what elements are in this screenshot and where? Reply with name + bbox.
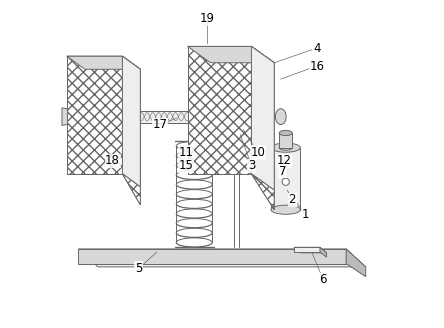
Text: 7: 7 (279, 165, 286, 178)
Polygon shape (346, 249, 366, 277)
Ellipse shape (271, 143, 301, 152)
Text: 10: 10 (250, 146, 266, 159)
Polygon shape (67, 56, 140, 69)
Ellipse shape (279, 145, 292, 150)
Text: 3: 3 (248, 159, 255, 172)
Polygon shape (251, 47, 274, 190)
Text: 15: 15 (178, 159, 194, 172)
Text: 18: 18 (105, 154, 120, 167)
Polygon shape (229, 130, 245, 141)
Polygon shape (78, 249, 346, 264)
Polygon shape (62, 111, 255, 123)
Text: 12: 12 (277, 154, 292, 167)
Polygon shape (123, 56, 140, 187)
Polygon shape (271, 148, 301, 210)
Ellipse shape (282, 178, 289, 185)
Text: 17: 17 (152, 118, 167, 131)
Polygon shape (320, 247, 326, 257)
Polygon shape (67, 56, 123, 174)
Polygon shape (188, 47, 274, 63)
Text: 1: 1 (301, 208, 309, 221)
Polygon shape (188, 47, 251, 174)
Ellipse shape (271, 205, 301, 214)
Polygon shape (123, 174, 140, 205)
Text: 2: 2 (289, 194, 296, 206)
Ellipse shape (275, 109, 286, 125)
Polygon shape (123, 174, 140, 205)
Polygon shape (67, 56, 123, 174)
Polygon shape (67, 56, 140, 69)
Polygon shape (123, 56, 140, 187)
Text: 6: 6 (320, 274, 327, 286)
Polygon shape (294, 247, 320, 252)
Polygon shape (251, 47, 274, 190)
Ellipse shape (279, 130, 292, 135)
Polygon shape (62, 108, 71, 125)
Polygon shape (188, 47, 274, 63)
Text: 19: 19 (200, 12, 215, 25)
Polygon shape (294, 247, 326, 253)
Text: 4: 4 (313, 42, 321, 54)
Polygon shape (78, 249, 366, 267)
Polygon shape (251, 174, 274, 210)
Polygon shape (188, 47, 251, 174)
Polygon shape (251, 174, 274, 210)
Text: 5: 5 (135, 262, 143, 275)
Text: 16: 16 (309, 59, 324, 72)
Polygon shape (279, 133, 292, 148)
Text: 11: 11 (178, 146, 194, 159)
